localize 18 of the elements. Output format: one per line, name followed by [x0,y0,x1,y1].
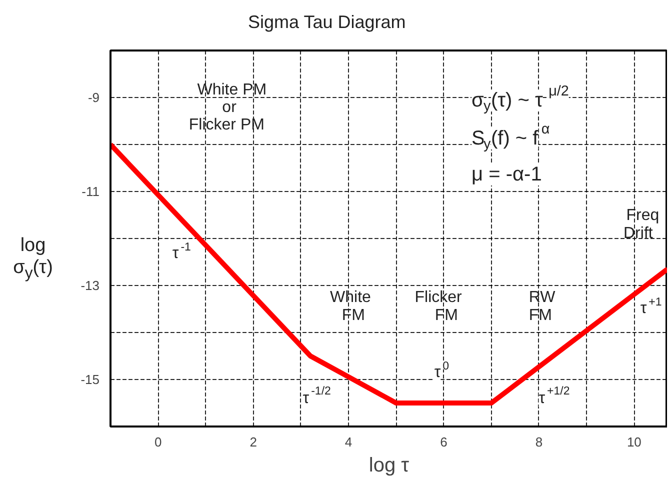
x-tick-label: 8 [535,434,543,450]
y-tick-label: -11 [82,184,100,199]
x-tick-label: 0 [154,434,162,450]
x-axis-title: log τ [368,454,410,476]
x-tick-label: 2 [250,434,257,450]
y-tick-label: -13 [80,278,100,293]
annotation: White FM [330,289,372,324]
annotation: RW FM [528,289,556,324]
y-tick-label: -9 [88,90,100,105]
x-tick-label: 4 [344,434,352,450]
annotation: μ = -α-1 [472,164,542,186]
x-tick-label: 6 [440,434,448,450]
y-tick-label: -15 [80,372,100,387]
annotation: Freq Drift [624,207,660,242]
chart-title: Sigma Tau Diagram [248,11,406,34]
x-tick-label: 10 [626,434,642,450]
y-axis-title: log σ$_{y}$(τ) [13,235,53,283]
annotation: Flicker FM [414,289,463,324]
